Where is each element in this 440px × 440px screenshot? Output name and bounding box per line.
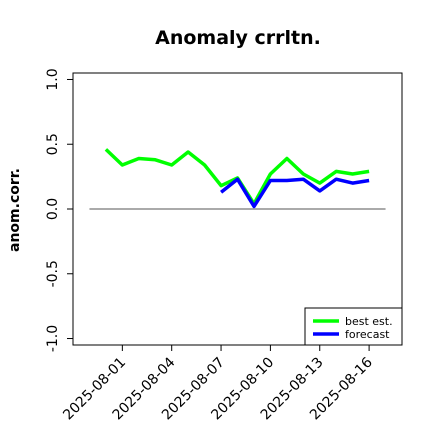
legend-box — [304, 307, 403, 346]
y-tick-label: 1.0 — [45, 68, 61, 90]
legend-label: forecast — [345, 328, 390, 341]
legend-label: best est. — [345, 315, 393, 328]
y-axis-label: anom.corr. — [7, 168, 23, 252]
y-tick-label: 0.0 — [45, 198, 61, 220]
series-line-forecast — [220, 177, 370, 209]
y-tick-label: -1.0 — [45, 325, 61, 352]
series-line-best-est — [104, 148, 370, 206]
y-tick-label: -0.5 — [45, 260, 61, 287]
chart-title: Anomaly crrltn. — [155, 27, 321, 49]
plot-area: -1.0-0.50.00.51.02025-08-012025-08-04202… — [45, 68, 403, 423]
y-tick-label: 0.5 — [45, 133, 61, 155]
